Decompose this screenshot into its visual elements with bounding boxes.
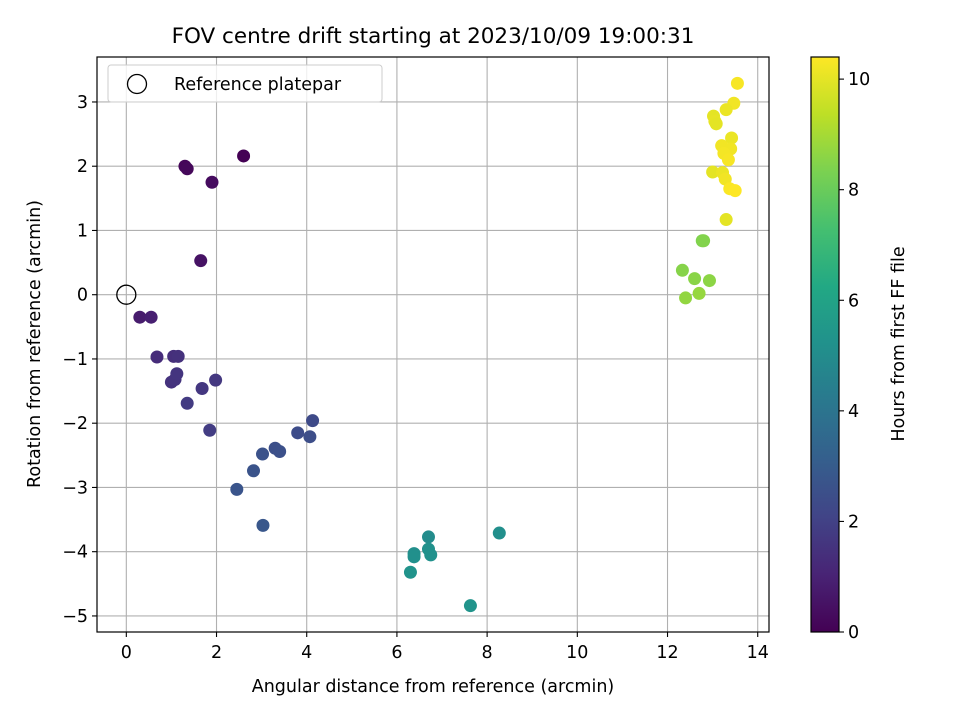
data-point <box>306 414 320 428</box>
y-tick-label: −4 <box>62 543 88 563</box>
data-point <box>180 162 194 176</box>
x-tick-label: 2 <box>211 643 222 663</box>
y-tick-label: −3 <box>62 478 88 498</box>
data-point <box>492 526 506 540</box>
data-point <box>403 565 417 579</box>
data-point <box>730 76 744 90</box>
data-point <box>725 131 739 145</box>
data-point <box>719 103 733 117</box>
legend: Reference platepar <box>107 64 383 103</box>
x-tick-label: 8 <box>482 643 493 663</box>
y-tick-label: −5 <box>62 607 88 627</box>
x-tick-label: 10 <box>566 643 588 663</box>
data-point <box>209 373 223 387</box>
y-tick-label: −2 <box>62 414 88 434</box>
x-tick-label: 6 <box>391 643 402 663</box>
data-point <box>256 447 270 461</box>
data-point <box>407 550 421 564</box>
reference-marker-group <box>116 284 137 305</box>
colorbar-ticks: 0 2 4 6 8 10 <box>839 70 870 643</box>
data-point <box>719 213 733 227</box>
y-tick-label: −1 <box>62 350 88 370</box>
data-point <box>203 423 217 437</box>
colorbar <box>810 56 840 633</box>
data-point <box>421 530 435 544</box>
colorbar-tick-label: 0 <box>848 623 859 643</box>
x-axis-ticks: 0 2 4 6 8 10 12 14 <box>121 632 769 663</box>
data-points <box>133 76 744 613</box>
colorbar-label: Hours from first FF file <box>889 246 909 441</box>
data-point <box>291 426 305 440</box>
y-tick-label: 1 <box>77 221 88 241</box>
colorbar-tick-label: 4 <box>848 402 859 422</box>
legend-label-reference-platepar: Reference platepar <box>174 75 342 95</box>
plot-frame <box>96 56 770 633</box>
legend-box <box>107 64 383 103</box>
data-point <box>688 272 702 286</box>
data-point <box>133 310 147 324</box>
data-point <box>246 464 260 478</box>
colorbar-tick-label: 8 <box>848 181 859 201</box>
data-point <box>303 430 317 444</box>
y-tick-label: 3 <box>77 93 88 113</box>
colorbar-tick-label: 10 <box>848 70 870 90</box>
data-point <box>679 291 693 305</box>
data-point <box>194 254 208 268</box>
data-point <box>706 165 720 179</box>
chart-title: FOV centre drift starting at 2023/10/09 … <box>172 24 695 49</box>
data-point <box>230 482 244 496</box>
data-point <box>692 286 706 300</box>
data-point <box>273 444 287 458</box>
x-tick-label: 12 <box>656 643 678 663</box>
colorbar-tick-label: 2 <box>848 512 859 532</box>
data-point <box>675 263 689 277</box>
data-point <box>205 175 219 189</box>
data-point <box>718 172 732 186</box>
reference-platepar-marker <box>116 284 137 305</box>
data-point <box>180 396 194 410</box>
y-axis-label: Rotation from reference (arcmin) <box>25 200 45 488</box>
data-point <box>424 548 438 562</box>
data-point <box>256 518 270 532</box>
data-point <box>728 184 742 198</box>
x-tick-label: 14 <box>747 643 769 663</box>
data-point <box>144 310 158 324</box>
x-tick-label: 0 <box>121 643 132 663</box>
y-tick-label: 2 <box>77 157 88 177</box>
data-point <box>721 153 735 167</box>
data-point <box>709 117 723 131</box>
data-point <box>237 149 251 163</box>
data-point <box>171 349 185 363</box>
data-point <box>150 350 164 364</box>
x-tick-label: 4 <box>301 643 312 663</box>
x-axis-label: Angular distance from reference (arcmin) <box>252 677 615 697</box>
data-point <box>170 367 184 381</box>
data-point <box>463 599 477 613</box>
y-axis-ticks: −5 −4 −3 −2 −1 0 1 2 3 <box>62 93 97 627</box>
data-point <box>702 274 716 288</box>
colorbar-tick-label: 6 <box>848 291 859 311</box>
data-point <box>195 382 209 396</box>
y-tick-label: 0 <box>77 286 88 306</box>
legend-reference-marker <box>126 73 148 95</box>
data-point <box>697 234 711 248</box>
